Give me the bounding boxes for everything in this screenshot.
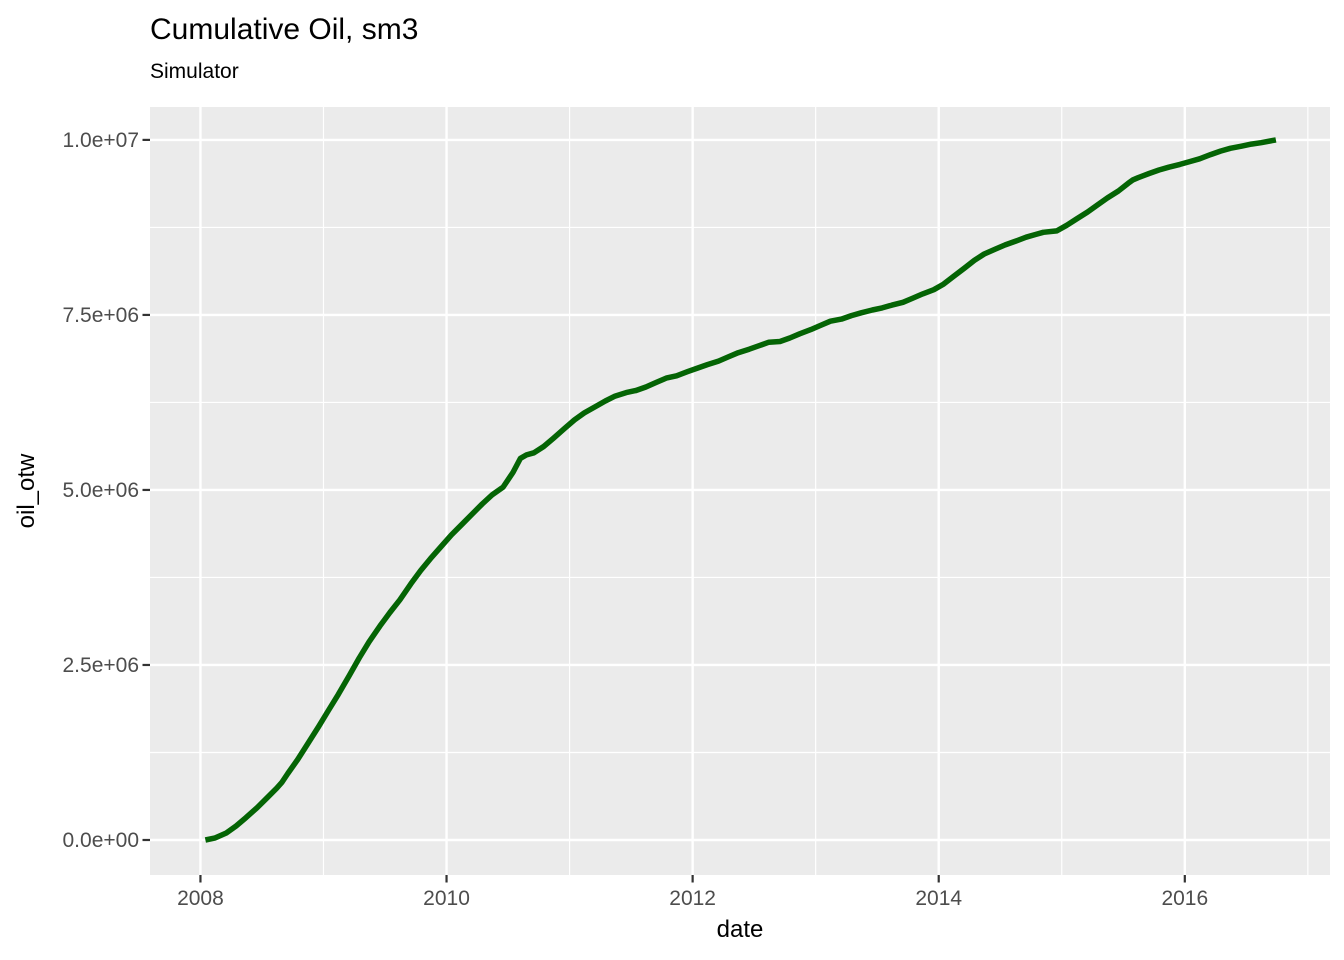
x-axis-title: date [717, 916, 764, 943]
y-tick-label: 0.0e+00 [63, 829, 140, 852]
y-tick-label: 7.5e+06 [63, 304, 140, 327]
series-layer [204, 137, 1277, 843]
y-tick-label: 2.5e+06 [63, 654, 140, 677]
series-line-simulator [204, 137, 1277, 843]
x-tick-label: 2010 [423, 887, 470, 910]
y-axis-title: oil_otw [13, 453, 40, 528]
x-tick-label: 2014 [915, 887, 962, 910]
y-tick-label: 5.0e+06 [63, 479, 140, 502]
panel-layer [150, 107, 1330, 875]
chart-subtitle: Simulator [150, 60, 239, 83]
x-tick-label: 2016 [1161, 887, 1208, 910]
y-tick-label: 1.0e+07 [63, 129, 140, 152]
chart-title: Cumulative Oil, sm3 [150, 13, 419, 46]
x-tick-label: 2012 [669, 887, 716, 910]
axis-layer: 2008 2010 2012 2014 2016 0.0e+00 2.5e+06 5.0e+0… [63, 129, 1209, 910]
x-tick-label: 2008 [177, 887, 224, 910]
